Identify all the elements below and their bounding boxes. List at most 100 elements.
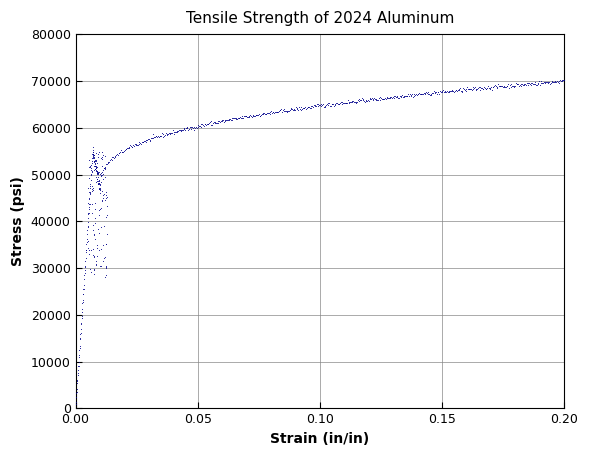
Point xyxy=(415,90,425,97)
Point xyxy=(167,129,176,136)
Point xyxy=(231,115,240,122)
Point xyxy=(83,223,92,230)
Point xyxy=(84,209,93,217)
Point xyxy=(297,106,306,113)
Point xyxy=(419,90,428,97)
Point xyxy=(286,106,295,113)
Point xyxy=(187,123,197,130)
Point xyxy=(165,130,174,138)
Point xyxy=(145,137,154,144)
Point xyxy=(496,83,505,90)
Point xyxy=(205,118,214,126)
Point xyxy=(100,173,110,181)
Point xyxy=(80,266,90,274)
Point xyxy=(97,148,107,155)
Point xyxy=(239,115,248,122)
Point xyxy=(148,134,157,142)
Point xyxy=(98,194,107,201)
Point xyxy=(544,79,553,86)
Point xyxy=(91,163,100,170)
Point xyxy=(555,77,565,84)
Point xyxy=(411,91,420,98)
Point xyxy=(261,110,270,117)
Point xyxy=(157,130,167,137)
Point xyxy=(88,200,97,207)
Point xyxy=(140,138,149,145)
Point xyxy=(87,159,97,166)
Point xyxy=(412,91,422,99)
Point xyxy=(465,85,474,92)
Point xyxy=(96,172,105,180)
Point xyxy=(180,125,189,133)
Point xyxy=(471,85,481,93)
Point xyxy=(224,117,234,124)
Point xyxy=(509,82,519,90)
Point xyxy=(100,273,110,280)
Point xyxy=(511,80,521,87)
Point xyxy=(453,86,462,93)
Point xyxy=(84,206,94,213)
Point xyxy=(97,170,106,177)
Point xyxy=(376,94,386,101)
Point xyxy=(497,83,506,90)
Point xyxy=(112,150,122,157)
Point xyxy=(81,262,90,269)
Point xyxy=(86,171,95,178)
Point xyxy=(87,269,96,276)
Point xyxy=(87,182,97,190)
Point xyxy=(85,175,94,182)
Point xyxy=(137,138,147,146)
Point xyxy=(168,127,177,134)
Point xyxy=(323,100,332,107)
Point xyxy=(473,85,482,92)
Point xyxy=(176,128,185,135)
Point xyxy=(418,90,427,98)
Point xyxy=(85,162,94,170)
Point xyxy=(405,91,415,98)
Point xyxy=(382,94,391,101)
Point xyxy=(91,178,101,186)
Point xyxy=(534,80,543,88)
Point xyxy=(175,126,184,133)
Point xyxy=(472,86,481,93)
Point xyxy=(231,114,241,122)
Point xyxy=(250,112,260,120)
Point xyxy=(98,175,107,183)
Point xyxy=(84,184,93,191)
Point xyxy=(455,85,465,92)
Point xyxy=(292,104,302,112)
Point xyxy=(103,159,112,166)
Point xyxy=(348,97,357,105)
Point xyxy=(155,133,165,140)
Point xyxy=(84,250,94,258)
Point xyxy=(508,82,518,89)
Point xyxy=(85,163,95,170)
Point xyxy=(280,105,289,112)
Point xyxy=(507,82,517,90)
Point xyxy=(94,170,103,177)
Point xyxy=(94,173,103,181)
Point xyxy=(380,94,390,101)
Point xyxy=(326,102,336,110)
Point xyxy=(91,163,100,170)
Point xyxy=(283,109,292,116)
Point xyxy=(85,185,95,192)
Point xyxy=(91,156,101,164)
Point xyxy=(517,80,527,87)
Point xyxy=(375,93,384,101)
Point xyxy=(164,129,174,136)
Point xyxy=(84,164,94,171)
Point xyxy=(101,164,110,171)
Point xyxy=(452,86,461,93)
Point xyxy=(81,258,90,265)
Point xyxy=(329,102,339,110)
Point xyxy=(452,88,462,95)
Point xyxy=(401,92,411,99)
Point xyxy=(172,127,181,134)
Point xyxy=(94,153,103,160)
Point xyxy=(441,88,450,96)
Point xyxy=(236,115,246,122)
Point xyxy=(90,157,100,165)
Point xyxy=(90,206,100,213)
Point xyxy=(461,86,470,93)
